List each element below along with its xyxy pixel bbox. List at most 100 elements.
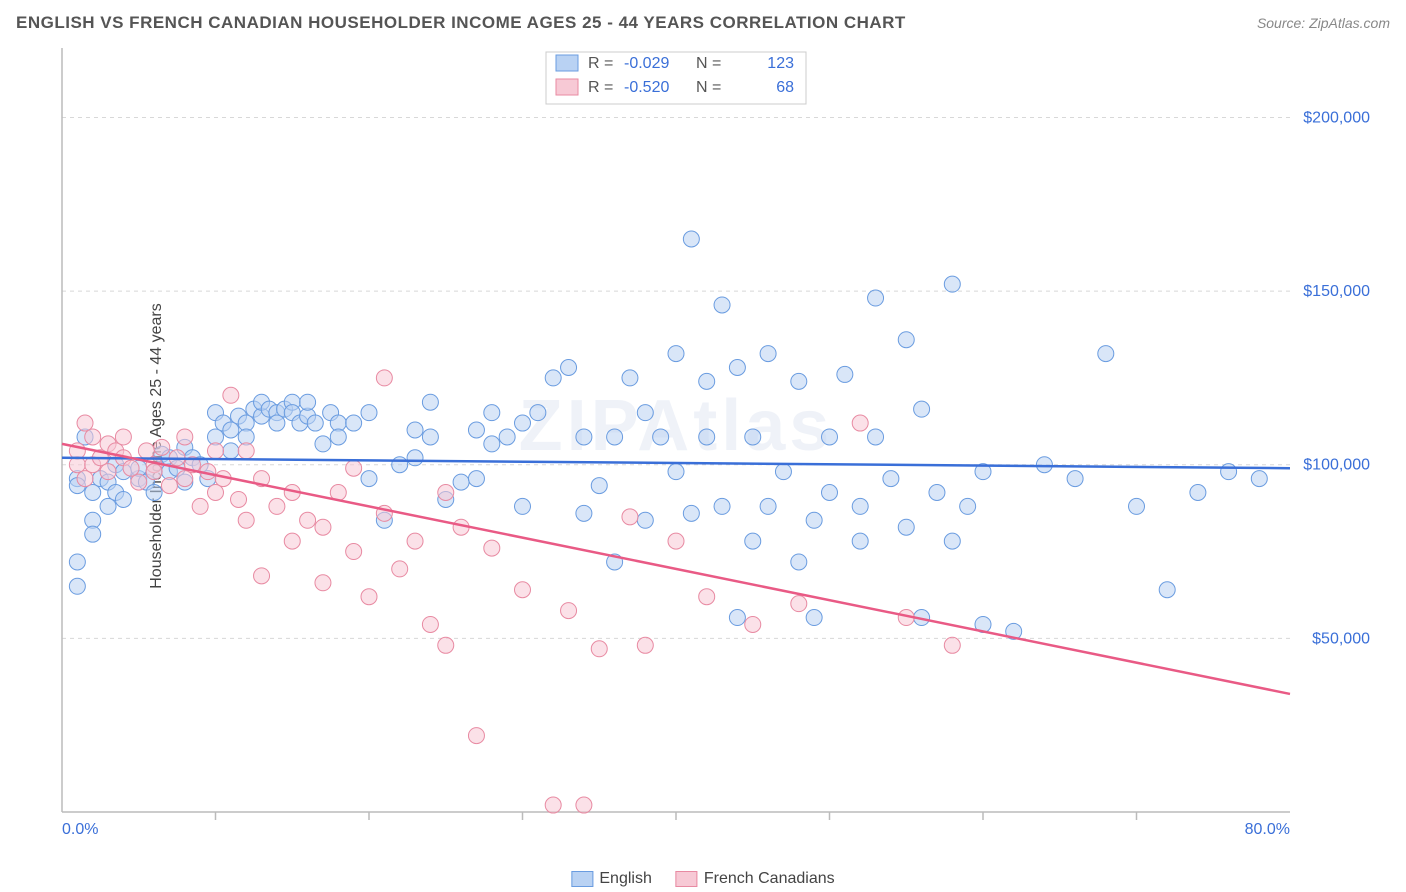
point-french — [115, 429, 131, 445]
point-english — [944, 533, 960, 549]
point-english — [837, 366, 853, 382]
point-english — [407, 422, 423, 438]
point-french — [438, 485, 454, 501]
point-english — [392, 457, 408, 473]
point-english — [822, 485, 838, 501]
watermark: ZIPAtlas — [519, 386, 834, 466]
point-english — [929, 485, 945, 501]
point-english — [576, 505, 592, 521]
point-english — [960, 498, 976, 514]
point-french — [208, 443, 224, 459]
point-english — [668, 346, 684, 362]
point-french — [637, 637, 653, 653]
svg-text:68: 68 — [776, 79, 794, 96]
point-french — [745, 616, 761, 632]
point-english — [361, 471, 377, 487]
x-tick-label: 80.0% — [1245, 821, 1290, 836]
point-english — [69, 578, 85, 594]
point-french — [422, 616, 438, 632]
point-english — [300, 394, 316, 410]
point-french — [123, 460, 139, 476]
point-english — [729, 610, 745, 626]
point-french — [177, 471, 193, 487]
point-english — [576, 429, 592, 445]
point-english — [515, 498, 531, 514]
point-french — [315, 519, 331, 535]
point-english — [591, 478, 607, 494]
point-english — [852, 533, 868, 549]
point-english — [775, 464, 791, 480]
point-french — [346, 460, 362, 476]
point-french — [269, 498, 285, 514]
chart-area: $50,000$100,000$150,000$200,0000.0%80.0%… — [60, 46, 1380, 836]
svg-text:-0.029: -0.029 — [624, 55, 669, 72]
point-english — [637, 512, 653, 528]
swatch-french — [676, 871, 698, 887]
point-english — [637, 405, 653, 421]
point-english — [668, 464, 684, 480]
point-english — [422, 394, 438, 410]
point-french — [177, 429, 193, 445]
point-english — [653, 429, 669, 445]
regression-french — [62, 444, 1290, 694]
point-french — [561, 603, 577, 619]
point-french — [131, 474, 147, 490]
point-english — [307, 415, 323, 431]
point-french — [238, 443, 254, 459]
point-english — [745, 429, 761, 445]
point-french — [791, 596, 807, 612]
point-french — [484, 540, 500, 556]
point-english — [868, 429, 884, 445]
point-english — [760, 498, 776, 514]
point-english — [1067, 471, 1083, 487]
point-french — [192, 498, 208, 514]
point-english — [1036, 457, 1052, 473]
point-french — [545, 797, 561, 813]
source-attribution: Source: ZipAtlas.com — [1257, 15, 1390, 31]
point-english — [898, 519, 914, 535]
point-english — [85, 526, 101, 542]
svg-text:123: 123 — [767, 55, 794, 72]
point-english — [791, 373, 807, 389]
correlation-legend: R =-0.029N =123R =-0.520N =68 — [546, 52, 806, 104]
legend-label-french: French Canadians — [704, 870, 835, 888]
x-tick-label: 0.0% — [62, 821, 98, 836]
y-tick-label: $150,000 — [1303, 283, 1370, 300]
point-english — [468, 422, 484, 438]
svg-text:R =: R = — [588, 79, 613, 96]
scatter-plot: $50,000$100,000$150,000$200,0000.0%80.0%… — [60, 46, 1380, 836]
point-french — [223, 387, 239, 403]
point-french — [100, 464, 116, 480]
point-english — [1221, 464, 1237, 480]
point-french — [576, 797, 592, 813]
chart-title: ENGLISH VS FRENCH CANADIAN HOUSEHOLDER I… — [16, 13, 906, 33]
point-english — [883, 471, 899, 487]
point-english — [1129, 498, 1145, 514]
point-english — [1251, 471, 1267, 487]
point-french — [77, 471, 93, 487]
point-english — [100, 498, 116, 514]
svg-text:N =: N = — [696, 79, 721, 96]
point-french — [85, 429, 101, 445]
point-english — [714, 498, 730, 514]
point-english — [699, 429, 715, 445]
point-english — [223, 443, 239, 459]
point-french — [438, 637, 454, 653]
point-french — [622, 509, 638, 525]
point-english — [806, 512, 822, 528]
point-french — [254, 568, 270, 584]
point-english — [85, 485, 101, 501]
point-french — [315, 575, 331, 591]
point-english — [791, 554, 807, 570]
point-french — [515, 582, 531, 598]
point-english — [852, 498, 868, 514]
point-english — [515, 415, 531, 431]
svg-text:-0.520: -0.520 — [624, 79, 669, 96]
point-french — [591, 641, 607, 657]
point-english — [914, 401, 930, 417]
point-french — [668, 533, 684, 549]
point-french — [300, 512, 316, 528]
point-english — [760, 346, 776, 362]
point-french — [468, 728, 484, 744]
swatch-english — [571, 871, 593, 887]
